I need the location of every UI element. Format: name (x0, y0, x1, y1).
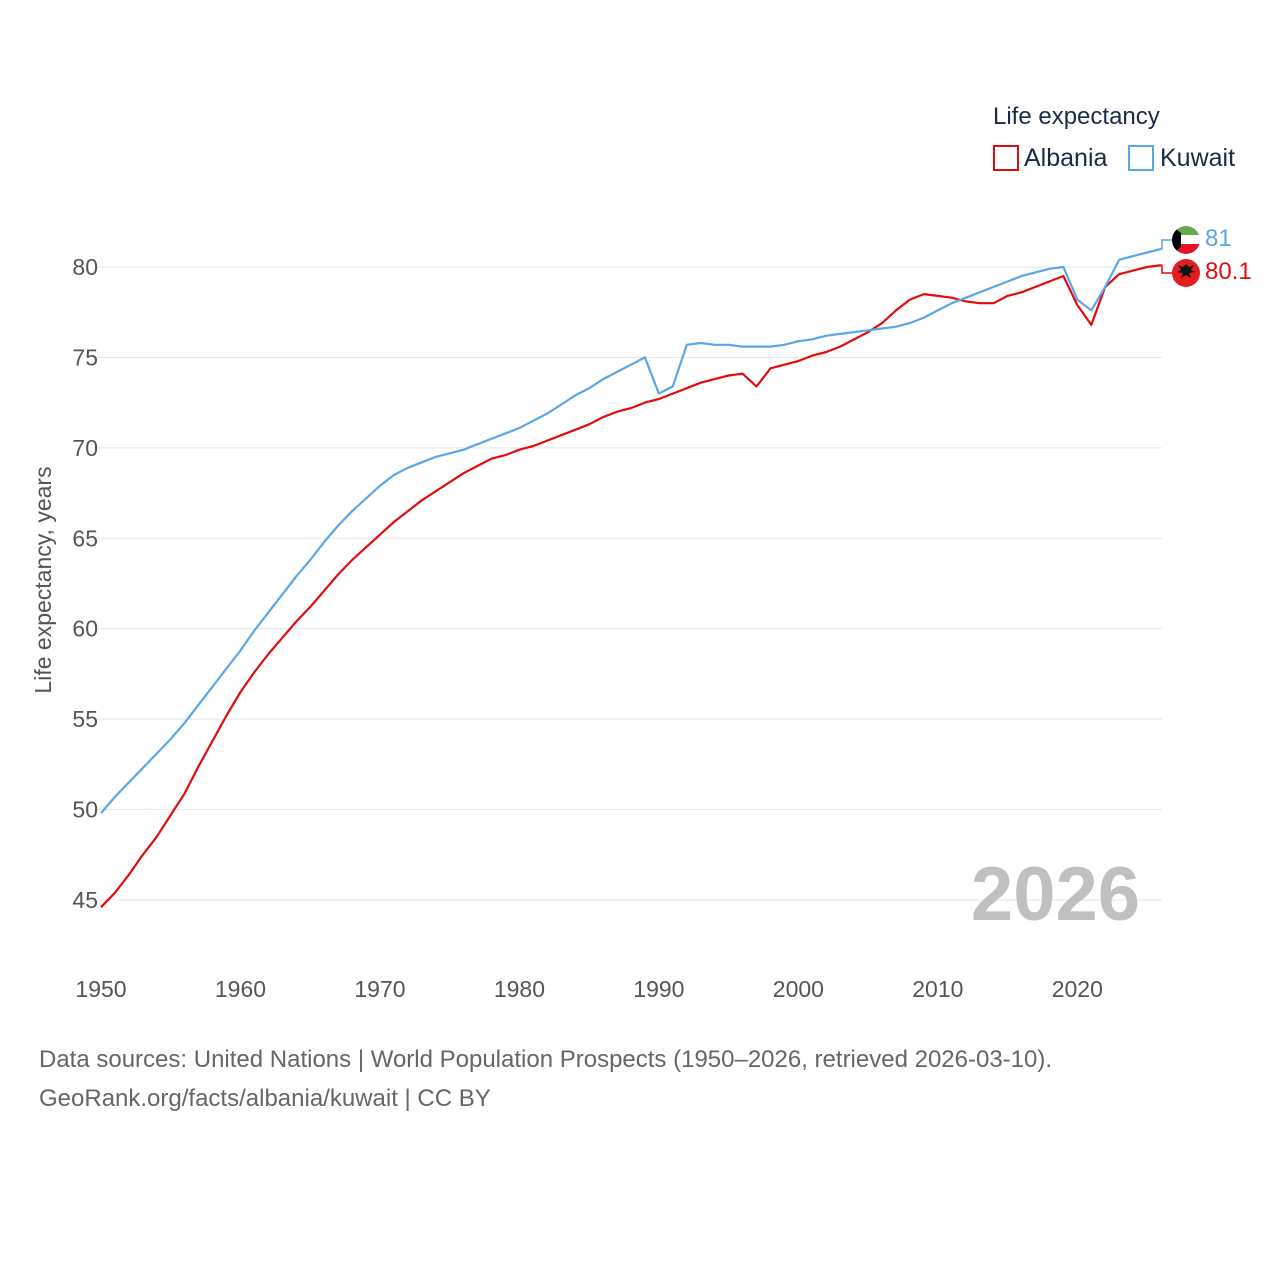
legend-item-albania[interactable]: Albania (993, 144, 1107, 172)
legend-swatch-kuwait (1128, 145, 1154, 171)
y-tick-label: 80 (72, 254, 98, 280)
current-year-watermark: 2026 (971, 852, 1140, 937)
y-tick-label: 75 (72, 344, 98, 370)
kuwait-flag-icon (1172, 226, 1200, 254)
x-tick-label: 1950 (75, 976, 126, 1002)
y-tick-label: 45 (72, 887, 98, 913)
y-tick-label: 55 (72, 706, 98, 732)
albania-flag-icon (1172, 259, 1200, 287)
x-tick-label: 2010 (912, 976, 963, 1002)
gridlines (97, 266, 1162, 901)
footer-data-sources: Data sources: United Nations | World Pop… (39, 1046, 1053, 1073)
x-tick-label: 1970 (354, 976, 405, 1002)
y-tick-label: 65 (72, 525, 98, 551)
series-line-albania[interactable] (100, 264, 1162, 908)
legend-swatch-albania (993, 145, 1019, 171)
x-tick-label: 1980 (494, 976, 545, 1002)
legend-label-kuwait: Kuwait (1160, 144, 1235, 172)
footer-credit: GeoRank.org/facts/albania/kuwait | CC BY (39, 1085, 491, 1112)
x-tick-label: 1960 (215, 976, 266, 1002)
kuwait-end-connector (1161, 239, 1172, 250)
y-tick-label: 70 (72, 435, 98, 461)
albania-end-value: 80.1 (1205, 258, 1252, 285)
x-tick-label: 1990 (633, 976, 684, 1002)
y-tick-label: 60 (72, 616, 98, 642)
y-axis-ticks: 45 50 55 60 65 70 75 80 (72, 254, 98, 913)
legend-title: Life expectancy (993, 103, 1160, 130)
x-tick-label: 2000 (773, 976, 824, 1002)
footer: Data sources: United Nations | World Pop… (39, 1045, 1239, 1114)
albania-end-connector (1161, 264, 1172, 274)
kuwait-end-value: 81 (1205, 225, 1232, 252)
series-lines (100, 247, 1162, 908)
legend-item-kuwait[interactable]: Kuwait (1128, 144, 1235, 172)
legend: Life expectancy Albania Kuwait (993, 103, 1235, 172)
y-axis-title: Life expectancy, years (30, 466, 56, 693)
legend-label-albania: Albania (1024, 144, 1107, 172)
x-tick-label: 2020 (1052, 976, 1103, 1002)
series-line-kuwait[interactable] (100, 247, 1162, 814)
x-axis-ticks: 1950 1960 1970 1980 1990 2000 2010 2020 (75, 976, 1102, 1002)
y-tick-label: 50 (72, 797, 98, 823)
